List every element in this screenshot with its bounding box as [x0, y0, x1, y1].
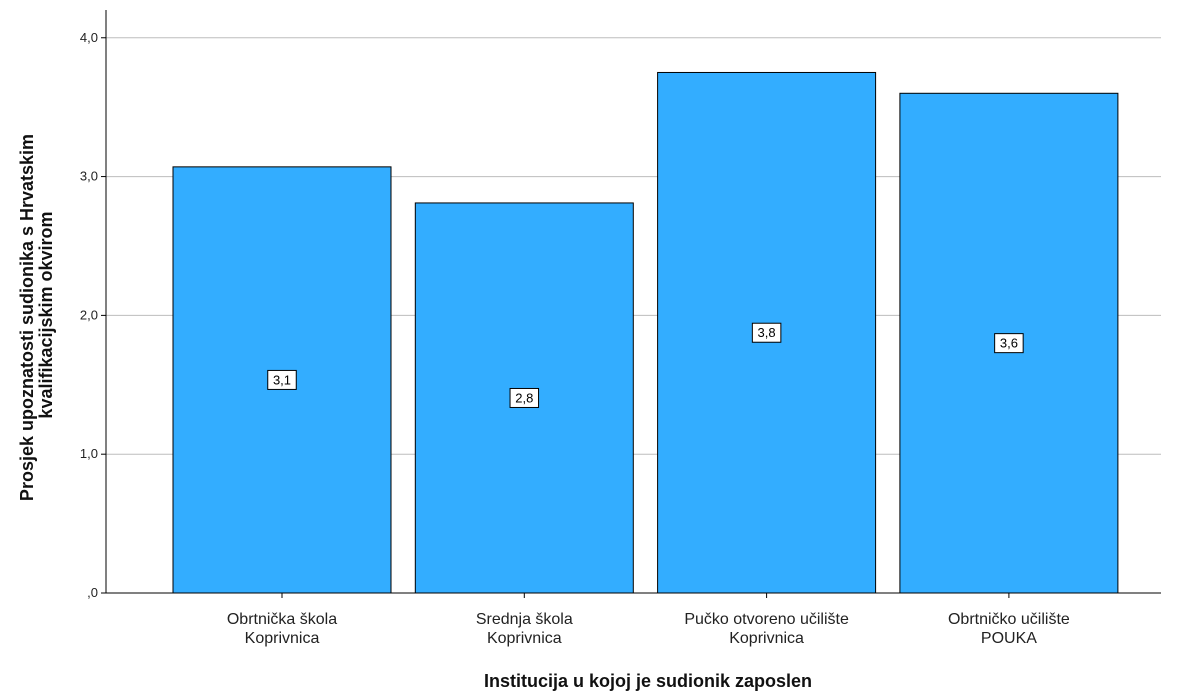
category-label-line: Pučko otvoreno učilište: [684, 611, 849, 628]
category-label-line: Obrtničko učilište: [948, 611, 1070, 628]
y-axis-title: Prosjek upoznatosti sudionika s Hrvatski…: [17, 129, 56, 501]
y-tick-label: 2,0: [80, 307, 98, 322]
category-label: Obrtničko učilište POUKA: [948, 611, 1070, 647]
category-label-line: Koprivnica: [487, 630, 562, 647]
category-label-line: Obrtnička škola: [227, 611, 337, 628]
data-label-box: [267, 369, 297, 390]
data-label: 3,1: [273, 372, 291, 387]
data-label: 3,6: [1000, 336, 1018, 351]
category-label: Obrtnička škola Koprivnica: [227, 611, 337, 647]
data-label: 2,8: [515, 390, 533, 405]
y-tick-label: 3,0: [80, 169, 98, 184]
y-tick-label: ,0: [87, 585, 98, 600]
y-axis-title-line-1: Prosjek upoznatosti sudionika s Hrvatski…: [17, 134, 37, 501]
category-label-line: Srednja škola: [476, 611, 573, 628]
data-label-box: [509, 387, 540, 408]
data-label: 3,8: [758, 325, 776, 340]
category-label-line: POUKA: [981, 630, 1037, 647]
category-label: Srednja škola Koprivnica: [476, 611, 573, 647]
y-tick-label: 4,0: [80, 30, 98, 45]
y-tick-label: 1,0: [80, 446, 98, 461]
data-label-box: [994, 333, 1024, 354]
y-axis-title-line-2: kvalifikacijskim okvirom: [36, 211, 56, 418]
category-label-line: Koprivnica: [245, 630, 320, 647]
labels: ,0 1,0 2,0 3,0 4,0 3,1 Obrtnička škola Koprivni…: [80, 30, 1070, 647]
category-label-line: Koprivnica: [729, 630, 804, 647]
data-label-box: [751, 322, 782, 343]
bars: [172, 71, 1119, 594]
x-axis-title: Institucija u kojoj je sudionik zaposlen: [484, 671, 812, 691]
axes: [101, 10, 1161, 598]
category-label: Pučko otvoreno učilište Koprivnica: [684, 611, 849, 647]
